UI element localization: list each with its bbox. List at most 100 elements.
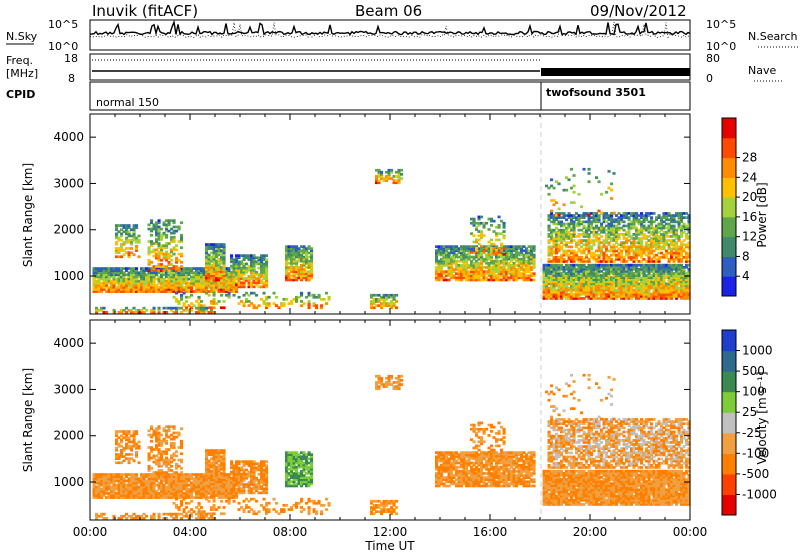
power-cell: [400, 173, 404, 176]
power-cell: [262, 275, 266, 278]
power-cell: [470, 270, 474, 273]
velocity-cell: [110, 489, 114, 493]
velocity-cell: [170, 494, 174, 497]
power-cell: [622, 297, 626, 300]
power-cell: [390, 295, 394, 299]
power-cell: [615, 292, 619, 296]
power-cell: [687, 255, 691, 259]
power-cell: [587, 222, 591, 226]
power-cell: [617, 276, 621, 279]
power-cell: [500, 253, 504, 257]
velocity-cell: [200, 481, 204, 485]
power-cell: [182, 302, 186, 305]
power-cell: [582, 267, 586, 271]
power-cell: [675, 280, 679, 284]
power-cell: [375, 300, 379, 303]
power-cell: [520, 272, 524, 275]
power-cell: [125, 224, 129, 227]
velocity-cell: [190, 489, 194, 493]
power-cell: [172, 275, 176, 279]
power-cell: [522, 259, 526, 263]
power-cell: [607, 288, 611, 292]
power-cell: [570, 233, 574, 236]
power-cell: [497, 251, 501, 254]
power-cell: [232, 279, 236, 282]
power-cell: [677, 292, 681, 296]
power-cell: [225, 271, 229, 275]
power-cell: [127, 288, 131, 291]
velocity-cell: [187, 483, 191, 487]
power-cell: [610, 265, 614, 269]
velocity-cell: [207, 492, 211, 495]
velocity-cell: [152, 481, 156, 485]
power-cell: [475, 238, 479, 242]
power-cell: [262, 273, 266, 276]
power-cell: [125, 236, 129, 240]
power-cell: [477, 274, 481, 278]
power-cell: [650, 247, 654, 251]
power-cell: [185, 288, 189, 291]
power-cell: [550, 220, 554, 224]
power-cell: [187, 271, 191, 275]
power-cell: [132, 281, 136, 285]
power-cell: [200, 267, 204, 270]
power-cell: [557, 295, 561, 298]
power-cell: [195, 283, 199, 287]
power-cell: [237, 266, 241, 270]
power-cell: [102, 279, 106, 283]
velocity-cell: [170, 475, 174, 478]
power-cell: [637, 214, 641, 217]
power-cell: [390, 177, 394, 180]
power-cell: [435, 266, 439, 269]
power-cell: [97, 290, 101, 293]
velocity-cell: [170, 479, 174, 483]
power-cell: [305, 253, 309, 257]
power-cell: [567, 272, 571, 275]
velocity-cell: [192, 479, 196, 483]
power-cell: [240, 273, 244, 276]
power-cell: [595, 292, 599, 296]
power-cell: [500, 232, 504, 235]
power-cell: [157, 286, 161, 289]
power-cell: [447, 245, 451, 248]
velocity-cell: [117, 483, 121, 487]
power-cell: [552, 272, 556, 275]
power-cell: [175, 277, 179, 281]
power-cell: [247, 304, 251, 307]
power-cell: [612, 245, 616, 249]
power-cell: [662, 263, 666, 267]
power-cell: [610, 253, 614, 257]
power-cell: [197, 275, 201, 279]
power-cell: [602, 280, 606, 284]
power-cell: [392, 295, 396, 299]
velocity-cell: [165, 494, 169, 497]
velocity-cell: [175, 483, 179, 487]
power-cell: [517, 251, 521, 255]
velocity-cell: [150, 481, 154, 485]
power-cell: [155, 277, 159, 281]
velocity-cell: [157, 485, 161, 489]
power-cell: [117, 247, 121, 250]
power-cell: [517, 272, 521, 275]
power-cell: [267, 302, 271, 305]
power-cell: [635, 267, 639, 271]
power-cell: [442, 247, 446, 250]
power-cell: [597, 245, 601, 249]
power-cell: [395, 179, 399, 182]
power-cell: [672, 295, 676, 298]
power-cell: [290, 249, 294, 253]
power-cell: [645, 226, 649, 230]
power-cell: [685, 297, 689, 300]
power-cell: [202, 283, 206, 287]
power-cell: [532, 264, 536, 267]
power-cell: [127, 290, 131, 293]
power-cell: [460, 278, 464, 282]
power-cell: [680, 288, 684, 292]
power-cell: [687, 295, 691, 298]
velocity-cell: [102, 477, 106, 481]
power-cell: [547, 226, 551, 230]
power-cell: [152, 254, 156, 258]
power-cell: [265, 268, 269, 272]
power-cell: [570, 255, 574, 259]
power-cell: [115, 273, 119, 277]
